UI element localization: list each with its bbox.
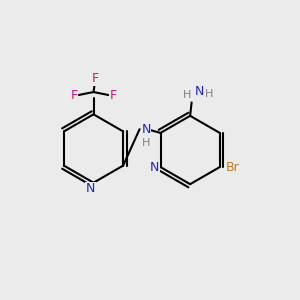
Text: N: N bbox=[150, 160, 159, 174]
Text: F: F bbox=[92, 72, 99, 85]
Text: H: H bbox=[183, 90, 191, 100]
Text: H: H bbox=[142, 138, 150, 148]
Text: N: N bbox=[141, 123, 151, 136]
Text: F: F bbox=[70, 88, 78, 101]
Text: F: F bbox=[109, 88, 116, 101]
Text: H: H bbox=[205, 89, 213, 99]
Text: Br: Br bbox=[226, 160, 240, 174]
Text: N: N bbox=[194, 85, 204, 98]
Text: N: N bbox=[86, 182, 95, 195]
